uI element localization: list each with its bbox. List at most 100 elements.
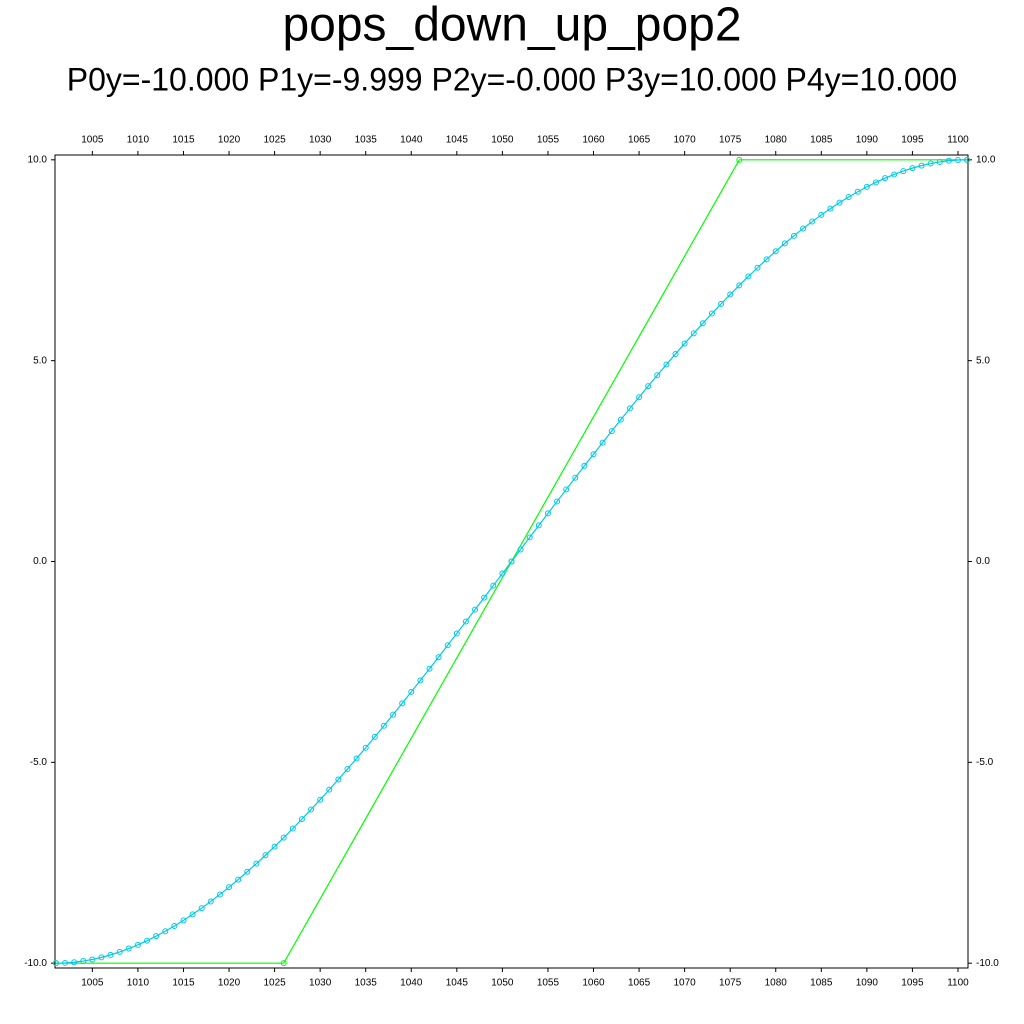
point-marker: [335, 776, 342, 783]
point-marker: [453, 630, 460, 637]
point-marker: [727, 291, 734, 298]
point-marker: [125, 945, 132, 952]
point-marker: [763, 256, 770, 263]
point-marker: [754, 264, 761, 271]
point-marker: [207, 898, 214, 905]
x-tick-label-top: 1020: [218, 135, 241, 146]
point-marker: [544, 510, 551, 517]
point-marker: [107, 951, 114, 958]
x-tick-label-top: 1055: [537, 135, 560, 146]
point-marker: [654, 372, 661, 379]
point-marker: [308, 806, 315, 813]
point-marker: [818, 211, 825, 218]
x-tick-label: 1065: [628, 978, 651, 989]
point-marker: [280, 834, 287, 841]
point-marker: [617, 416, 624, 423]
point-marker: [563, 486, 570, 493]
point-marker: [964, 156, 971, 163]
point-marker: [882, 175, 889, 182]
point-marker: [380, 722, 387, 729]
x-tick-label: 1045: [446, 978, 469, 989]
point-marker: [836, 199, 843, 206]
x-tick-label: 1015: [172, 978, 195, 989]
y-tick-label: 5.0: [33, 355, 47, 366]
y-tick-label-right: 10.0: [976, 154, 996, 165]
point-marker: [872, 179, 879, 186]
point-marker: [526, 534, 533, 541]
point-marker: [599, 439, 606, 446]
point-marker: [572, 474, 579, 481]
x-tick-label: 1080: [765, 978, 788, 989]
point-marker: [918, 162, 925, 169]
x-tick-label-top: 1090: [856, 135, 879, 146]
point-marker: [535, 522, 542, 529]
point-marker: [945, 157, 952, 164]
point-marker: [781, 240, 788, 247]
point-marker: [52, 960, 59, 967]
x-tick-label: 1055: [537, 978, 560, 989]
point-marker: [517, 546, 524, 553]
point-marker: [271, 843, 278, 850]
point-marker: [399, 700, 406, 707]
x-tick-label-top: 1095: [901, 135, 924, 146]
point-marker: [809, 218, 816, 225]
point-marker: [244, 868, 251, 875]
x-tick-label-top: 1065: [628, 135, 651, 146]
point-marker: [62, 959, 69, 966]
point-marker: [481, 594, 488, 601]
x-tick-label-top: 1010: [127, 135, 150, 146]
x-tick-label: 1075: [719, 978, 742, 989]
point-marker: [581, 462, 588, 469]
x-tick-label: 1070: [673, 978, 696, 989]
x-tick-label-top: 1070: [673, 135, 696, 146]
chart-subtitle: P0y=-10.000 P1y=-9.999 P2y=-0.000 P3y=10…: [67, 61, 957, 97]
y-tick-label-right: -5.0: [976, 757, 994, 768]
point-marker: [954, 157, 961, 164]
point-marker: [790, 232, 797, 239]
point-marker: [162, 928, 169, 935]
x-tick-label-top: 1085: [810, 135, 833, 146]
point-marker: [690, 330, 697, 337]
x-tick-label-top: 1005: [81, 135, 104, 146]
series-line: [55, 159, 968, 964]
point-marker: [827, 205, 834, 212]
x-tick-label-top: 1040: [400, 135, 423, 146]
point-marker: [80, 958, 87, 965]
point-marker: [636, 394, 643, 401]
point-marker: [854, 188, 861, 195]
point-marker: [371, 733, 378, 740]
x-tick-label-top: 1050: [491, 135, 514, 146]
point-marker: [645, 383, 652, 390]
point-marker: [444, 642, 451, 649]
x-tick-label-top: 1075: [719, 135, 742, 146]
point-marker: [772, 248, 779, 255]
point-marker: [863, 183, 870, 190]
point-marker: [198, 905, 205, 912]
x-tick-label-top: 1100: [947, 135, 969, 146]
point-marker: [426, 665, 433, 672]
x-tick-label-top: 1030: [309, 135, 332, 146]
point-marker: [472, 606, 479, 613]
point-marker: [499, 570, 506, 577]
x-tick-label: 1060: [582, 978, 605, 989]
x-tick-label: 1005: [81, 978, 104, 989]
point-marker: [736, 156, 743, 163]
chart-title: pops_down_up_pop2: [282, 0, 741, 52]
x-tick-label: 1030: [309, 978, 332, 989]
point-marker: [326, 786, 333, 793]
point-marker: [508, 558, 515, 565]
point-marker: [626, 405, 633, 412]
point-marker: [390, 711, 397, 718]
point-marker: [435, 654, 442, 661]
x-tick-label-top: 1080: [765, 135, 788, 146]
point-marker: [89, 956, 96, 963]
point-marker: [909, 165, 916, 172]
point-marker: [736, 282, 743, 289]
point-marker: [663, 361, 670, 368]
point-marker: [298, 816, 305, 823]
x-tick-label: 1085: [810, 978, 833, 989]
point-marker: [144, 937, 151, 944]
y-tick-label: -5.0: [30, 757, 48, 768]
x-tick-label-top: 1015: [172, 135, 195, 146]
x-tick-label-top: 1025: [263, 135, 286, 146]
